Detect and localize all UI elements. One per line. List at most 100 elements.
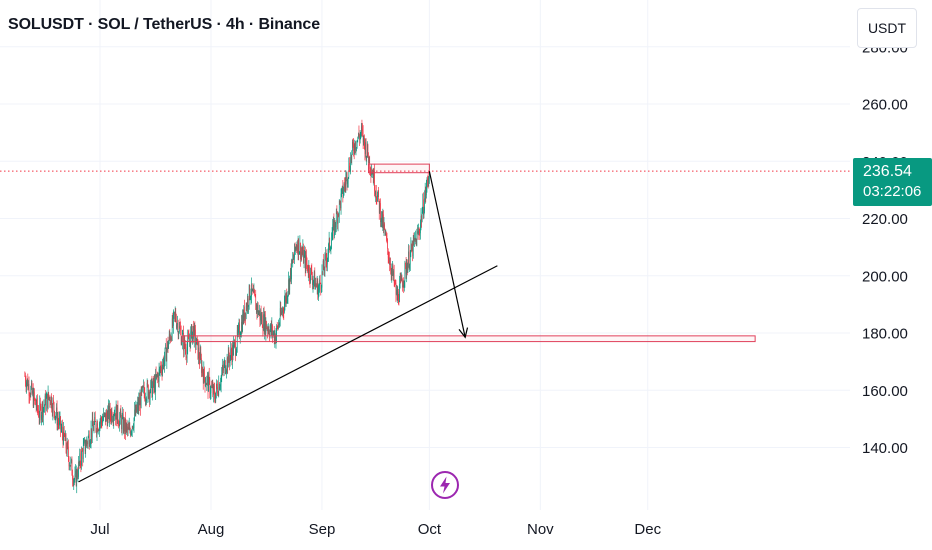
candle-body (316, 285, 317, 288)
candle-body (379, 203, 381, 213)
candle-body (46, 398, 47, 410)
support-zone (181, 335, 756, 343)
candle-body (29, 395, 31, 397)
candle-body (65, 434, 66, 441)
lightning-bolt-icon[interactable] (430, 470, 460, 500)
candle-body (97, 430, 99, 432)
candle-body (406, 266, 408, 273)
candle-body (429, 171, 430, 179)
currency-button[interactable]: USDT (857, 8, 917, 48)
candle-body (425, 189, 427, 196)
candle-body (27, 378, 29, 389)
candle-body (112, 419, 113, 421)
candle-body (330, 248, 332, 250)
candle-body (302, 246, 304, 255)
candle-body (343, 184, 345, 193)
candle-body (399, 283, 400, 303)
candle-body (213, 385, 214, 395)
candle-body (151, 379, 152, 382)
candle-body (38, 411, 39, 417)
candle-body (122, 414, 124, 432)
candle-body (367, 144, 368, 156)
candle-body (149, 391, 150, 400)
candle-body (194, 325, 196, 330)
candle-body (135, 404, 137, 415)
candle-body (359, 136, 360, 140)
candle-body (158, 368, 160, 382)
candle-body (424, 198, 425, 211)
candle-body (328, 238, 330, 244)
projection-arrow-head (458, 327, 469, 339)
candle-body (192, 331, 193, 343)
candle-body (280, 308, 282, 315)
candle-body (128, 425, 130, 430)
candle-body (352, 141, 354, 145)
candle-body (195, 329, 196, 346)
candle-body (134, 409, 135, 418)
candle-body (59, 416, 61, 419)
candle-body (162, 365, 163, 374)
candle-body (314, 272, 316, 290)
candle-body (167, 341, 168, 350)
candle-body (287, 296, 288, 302)
candle-body (300, 243, 301, 260)
candle-body (163, 359, 165, 367)
candle-body (99, 422, 101, 424)
candle-body (239, 324, 240, 338)
candle-body (141, 388, 143, 391)
candle-body (96, 430, 97, 434)
candle-body (305, 255, 307, 270)
candle-body (263, 314, 265, 332)
candle-body (108, 405, 110, 421)
candle-body (368, 156, 369, 164)
candle-body (343, 192, 344, 197)
candle-body (49, 397, 51, 402)
candle-body (285, 296, 286, 303)
candle-body (56, 407, 58, 426)
candle-body (303, 246, 304, 264)
candle-body (217, 387, 218, 394)
candle-body (215, 392, 217, 402)
candle-body (75, 470, 76, 475)
candle-body (276, 325, 277, 336)
candle-body (153, 380, 155, 388)
candle-body (426, 187, 427, 196)
candle-body (290, 268, 292, 280)
candle-body (125, 424, 127, 433)
candle-body (338, 200, 340, 216)
candle-body (212, 386, 214, 395)
candle-body (349, 162, 350, 171)
candle-body (347, 181, 348, 184)
candle-body (229, 358, 230, 363)
candle-body (225, 360, 226, 373)
candle-body (90, 428, 92, 442)
candle-body (230, 348, 232, 354)
candle-body (355, 141, 356, 150)
candle-body (236, 347, 237, 354)
candle-body (161, 366, 162, 371)
candle-body (174, 312, 176, 315)
candle-body (24, 375, 26, 377)
candle-body (47, 394, 48, 409)
candle-body (254, 294, 256, 298)
candle-body (180, 330, 182, 345)
candle-body (245, 312, 246, 318)
candle-body (258, 312, 260, 315)
candle-body (119, 417, 120, 427)
symbol-title[interactable]: SOLUSDT · SOL / TetherUS · 4h · Binance (8, 16, 320, 33)
price-axis-label: 260.00 (862, 97, 908, 114)
candle-body (94, 417, 96, 422)
candle-body (334, 220, 336, 227)
candle-body (71, 459, 73, 476)
candle-body (199, 352, 201, 363)
candle-body (84, 439, 86, 452)
candle-body (327, 254, 329, 259)
candle-body (287, 292, 289, 297)
candle-body (331, 239, 332, 249)
candle-body (206, 377, 208, 385)
candle-body (142, 386, 144, 388)
candle-body (272, 333, 274, 335)
candle-body (250, 296, 252, 298)
candle-body (203, 367, 205, 384)
